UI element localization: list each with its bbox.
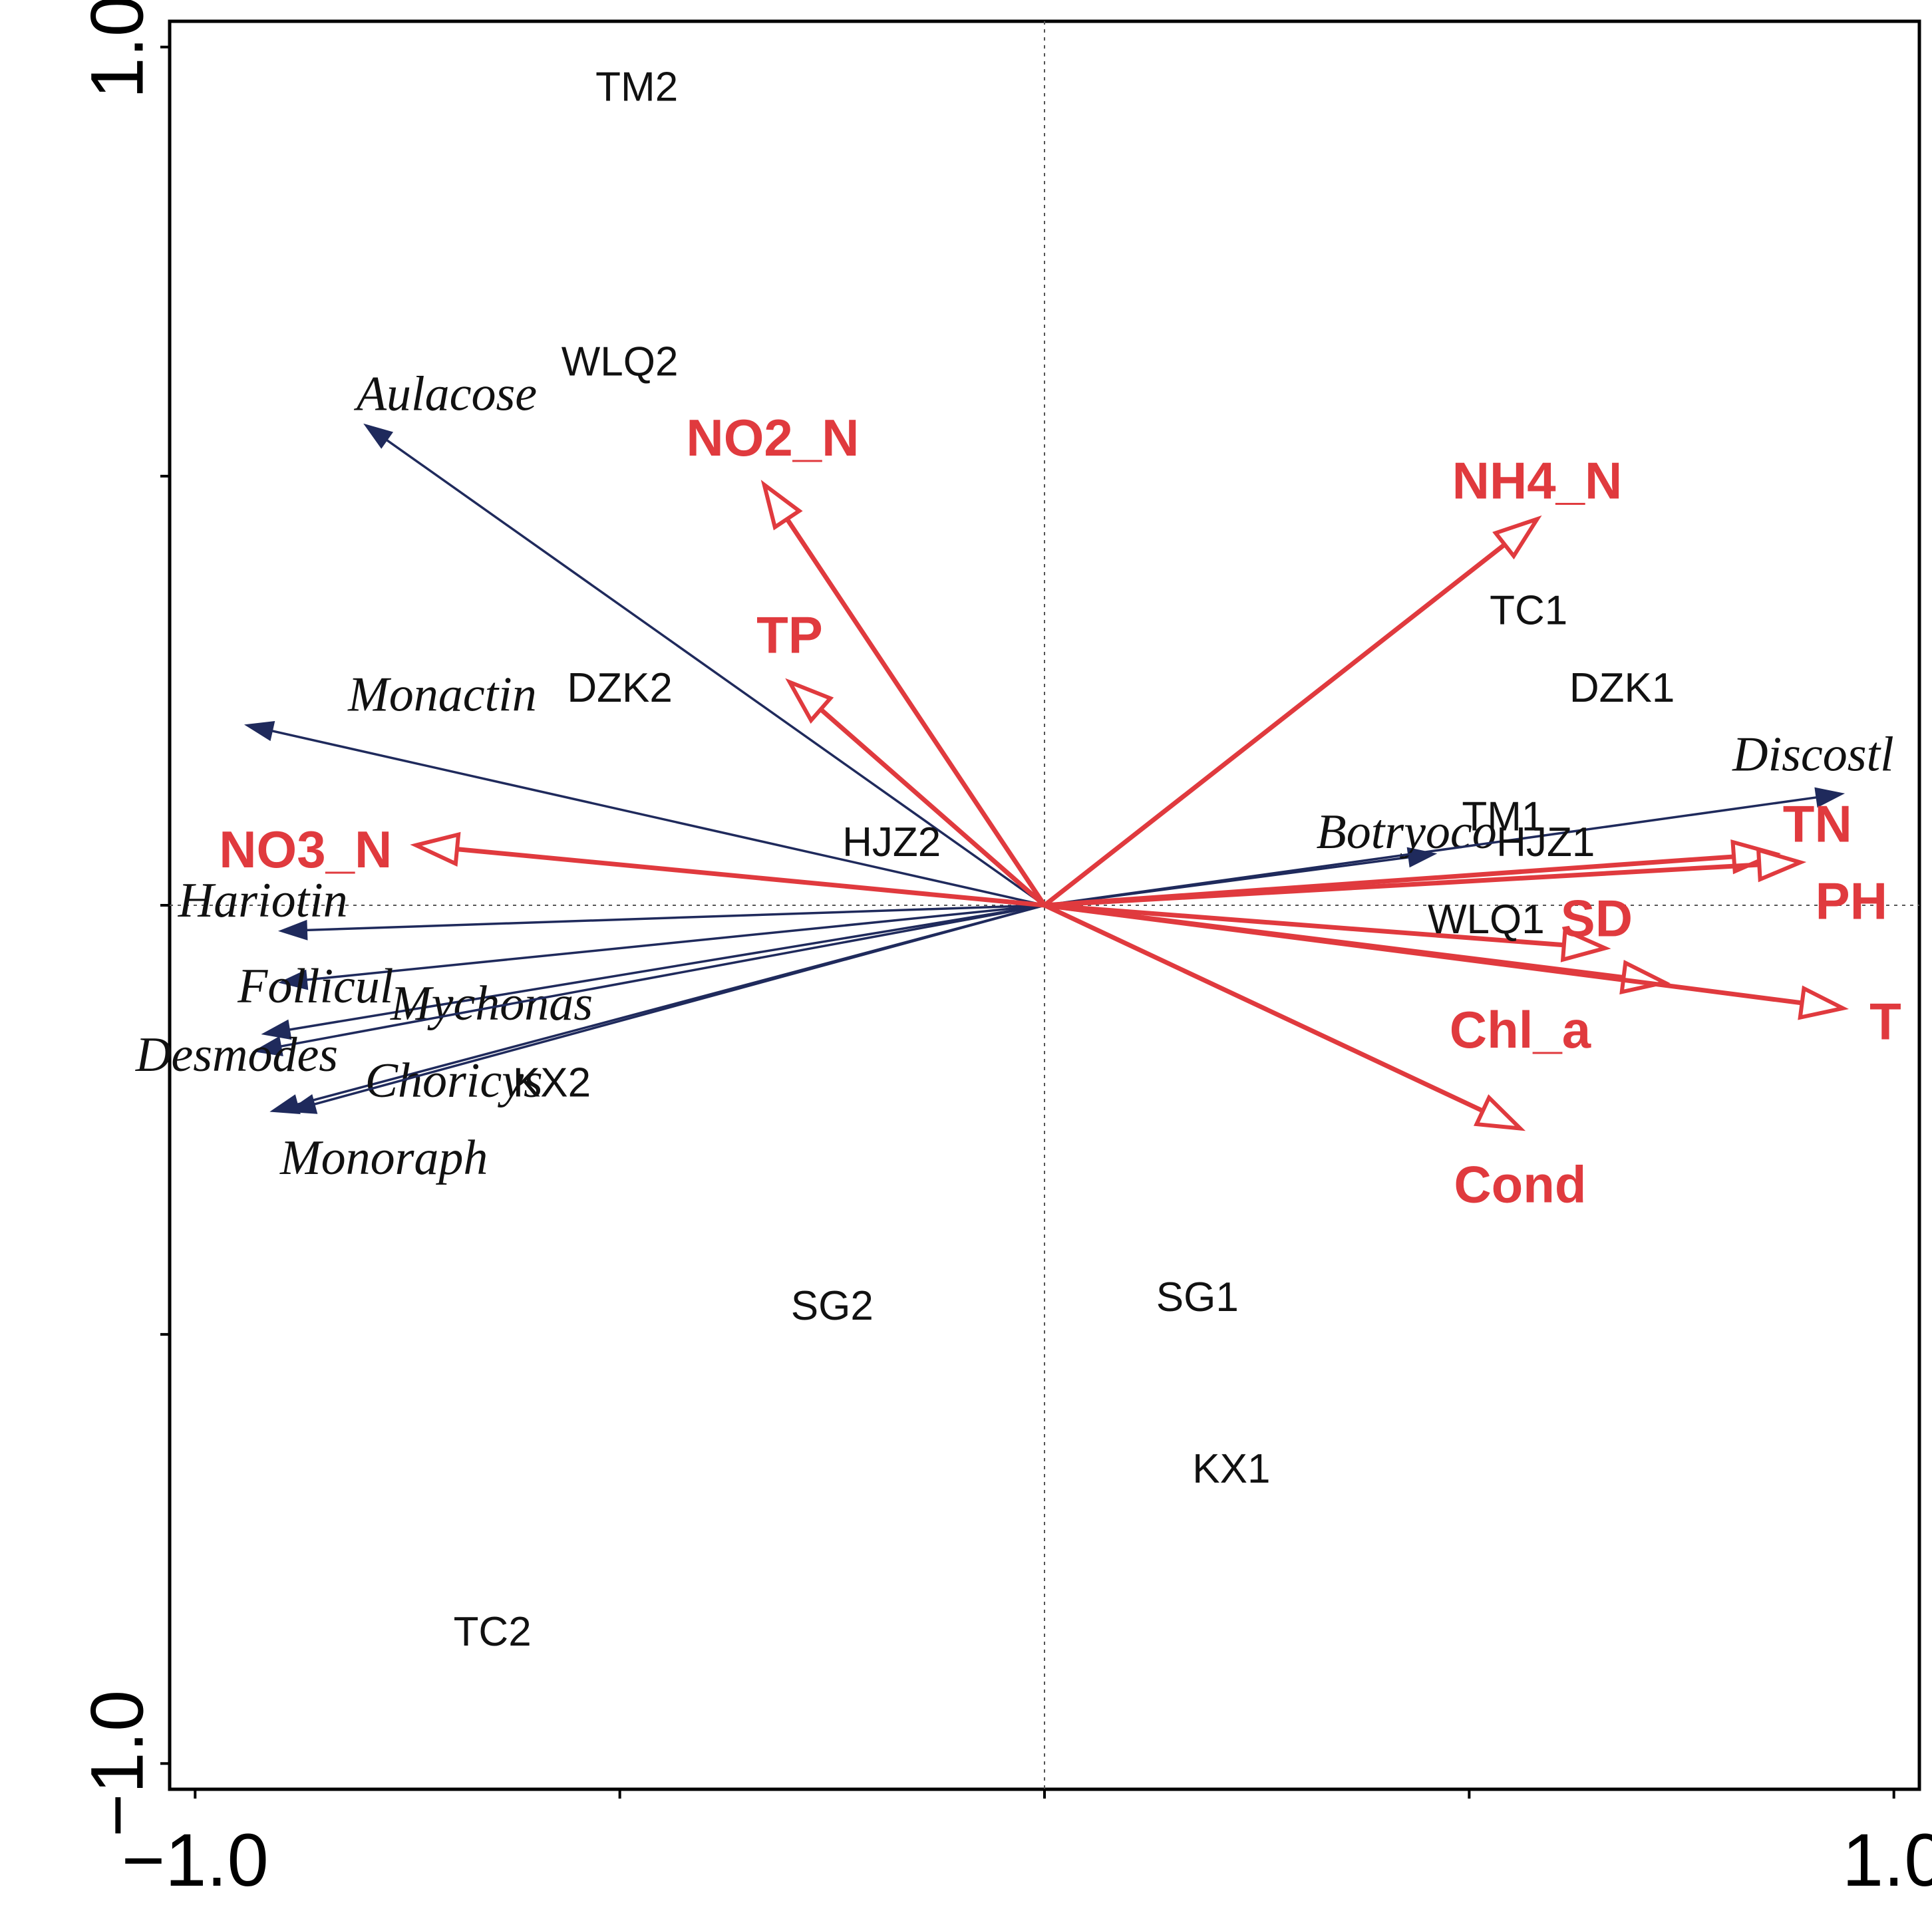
env-arrow-no2_n (785, 517, 1046, 907)
species-arrowhead (277, 969, 309, 990)
species-label-follicul: Follicul (237, 959, 393, 1014)
species-arrow-hariotin (301, 904, 1045, 932)
species-label-desmodes: Desmodes (135, 1028, 338, 1082)
env-arrow-cond (1043, 903, 1484, 1113)
species-arrow-discostl (1044, 795, 1822, 907)
x-axis-ticks: −1.0 1.0 (122, 1789, 1932, 1902)
env-label-t: T (1869, 992, 1901, 1050)
env-label-nh4_n: NH4_N (1452, 451, 1623, 510)
env-arrow-no3_n (456, 847, 1045, 908)
environment-arrowhead (785, 678, 834, 724)
environment-arrowhead (1619, 960, 1671, 995)
species-arrow-monoraph (309, 904, 1045, 1107)
species-label-mychonas: Mychonas (390, 976, 593, 1031)
site-label-wlq2: WLQ2 (562, 339, 679, 384)
environment-arrows: NO2_N TP NO3_N NH4_N TN PH SD Chl_a T Cond (219, 408, 1901, 1214)
environment-arrowhead (1560, 927, 1611, 962)
x-tick-label: 1.0 (1842, 1819, 1932, 1902)
env-label-no2_n: NO2_N (686, 408, 859, 467)
env-label-tp: TP (756, 606, 823, 664)
site-label-dzk1: DZK1 (1569, 665, 1675, 711)
site-label-tm2: TM2 (595, 65, 678, 110)
env-arrow-nh4_n (1043, 542, 1506, 907)
environment-arrowhead (1756, 847, 1807, 883)
site-label-tc1: TC1 (1490, 588, 1567, 634)
y-tick-label: −1.0 (76, 1690, 159, 1837)
species-arrowhead (363, 423, 394, 449)
env-label-ph: PH (1816, 872, 1887, 931)
environment-arrowhead (1473, 1094, 1526, 1131)
species-arrow-mychonas (283, 904, 1045, 1032)
species-label-aulacose: Aulacose (353, 367, 537, 422)
site-label-tm1: TM1 (1462, 794, 1544, 839)
environment-arrowhead (760, 480, 803, 531)
y-tick-label: 1.0 (76, 0, 159, 99)
species-arrowhead (286, 1094, 318, 1114)
species-arrowhead (243, 721, 275, 742)
site-label-dzk2: DZK2 (567, 665, 672, 711)
species-label-monoraph: Monoraph (279, 1131, 488, 1185)
environment-arrowhead (410, 831, 461, 867)
env-label-tn: TN (1783, 794, 1852, 853)
env-label-cond: Cond (1454, 1155, 1586, 1213)
env-label-no3_n: NO3_N (219, 820, 392, 879)
species-arrow-follicul (301, 904, 1045, 982)
env-label-sd: SD (1561, 889, 1633, 947)
site-label-sg1: SG1 (1156, 1274, 1239, 1320)
site-label-hjz2: HJZ2 (842, 819, 941, 865)
species-arrow-monactin (266, 728, 1045, 907)
environment-arrowhead (1798, 985, 1849, 1020)
env-arrow-sd (1044, 903, 1565, 948)
species-label-botryoco: Botryoco (1317, 805, 1497, 859)
species-label-monactin: Monactin (347, 667, 537, 722)
env-arrow-t (1044, 903, 1803, 1006)
site-label-wlq1: WLQ1 (1428, 897, 1545, 943)
site-label-tc2: TC2 (454, 1609, 532, 1655)
x-tick-label: −1.0 (122, 1819, 269, 1902)
species-arrowhead (261, 1019, 292, 1040)
site-label-hjz1: HJZ1 (1496, 819, 1595, 865)
species-arrows: Aulacose Monactin Hariotin FolliculMychonas… (135, 367, 1894, 1185)
y-axis-ticks: −1.0 1.0 (76, 0, 170, 1837)
species-label-hariotin: Hariotin (178, 873, 348, 928)
species-arrow-desmodes (275, 904, 1045, 1049)
species-arrowhead (277, 919, 308, 941)
species-arrowhead (252, 1036, 283, 1057)
site-label-kx1: KX1 (1192, 1446, 1270, 1492)
site-label-sg2: SG2 (791, 1283, 874, 1329)
environment-arrowhead (1492, 515, 1542, 560)
species-arrowhead (1814, 787, 1846, 808)
env-label-chl_a: Chl_a (1450, 1000, 1591, 1059)
site-label-kx2: KX2 (513, 1060, 591, 1105)
species-label-discostl: Discostl (1732, 728, 1894, 782)
species-label-choricys: Choricys (365, 1054, 543, 1108)
env-arrow-tp (819, 707, 1046, 907)
env-arrow-ph (1044, 862, 1760, 908)
species-arrow-aulacose (381, 436, 1046, 907)
